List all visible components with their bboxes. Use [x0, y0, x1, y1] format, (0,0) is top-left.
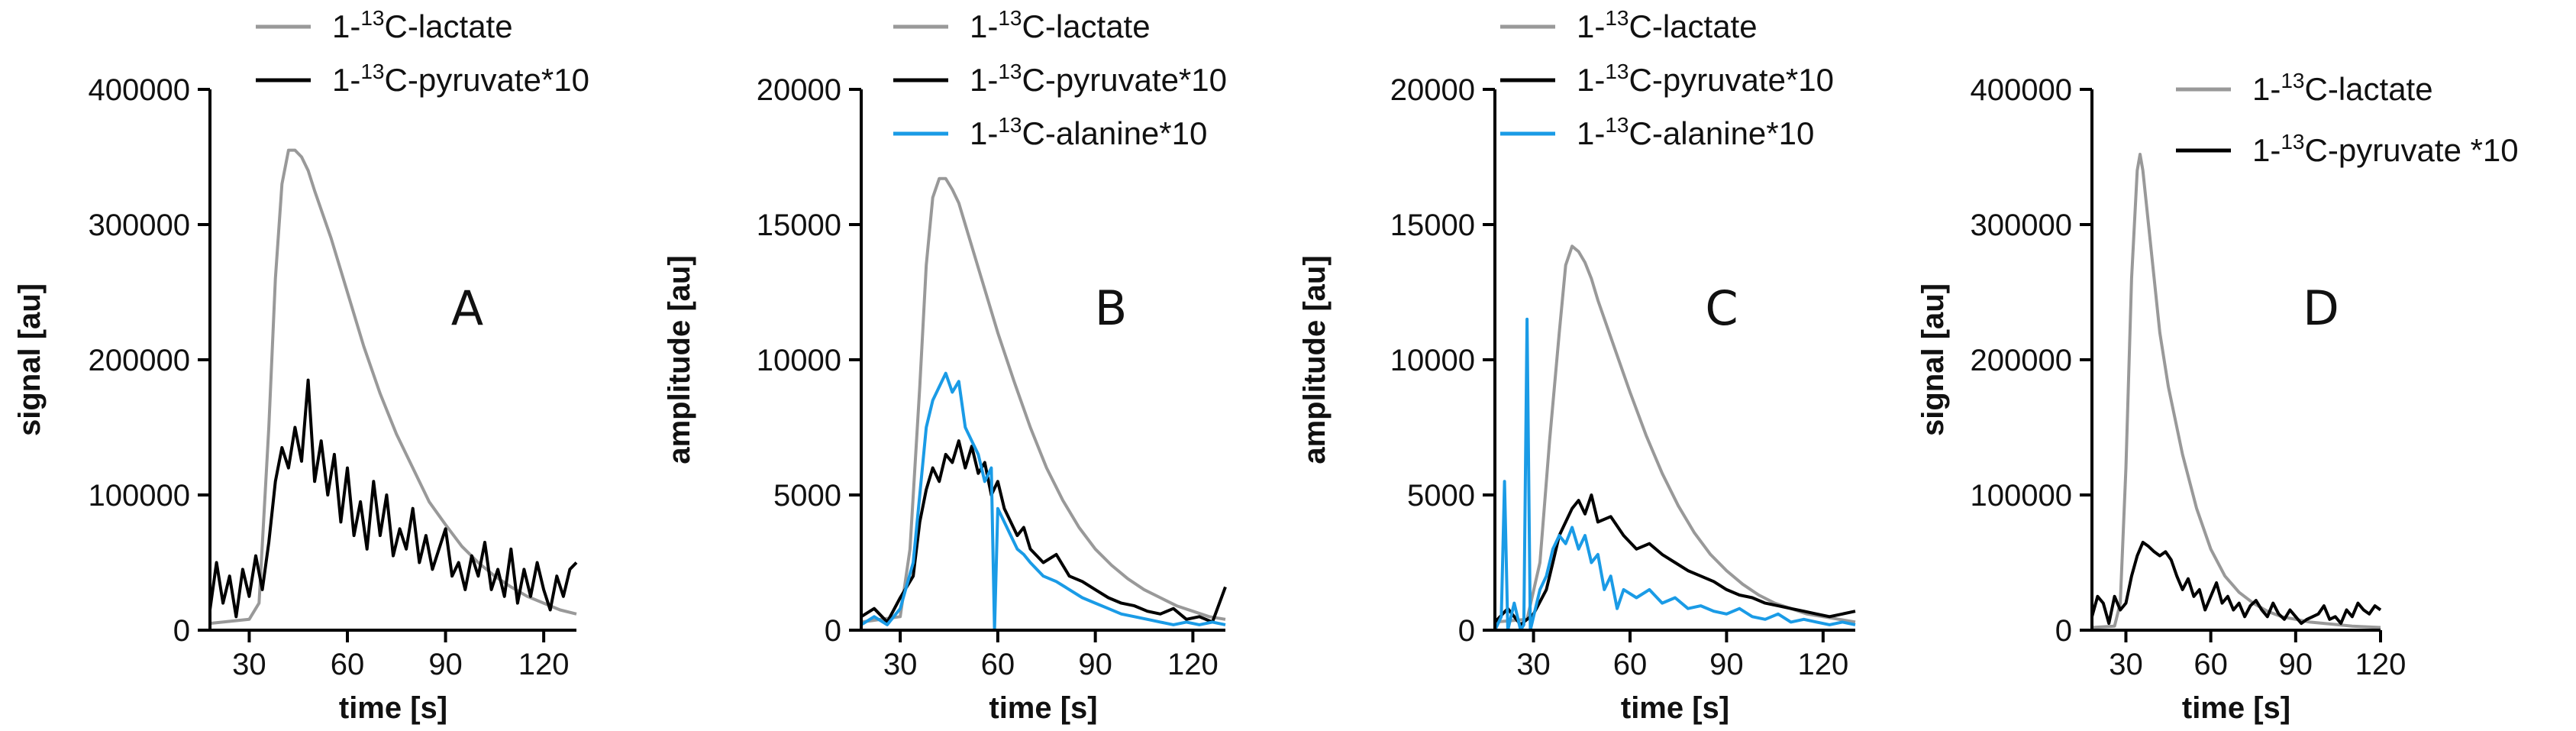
y-axis-label: amplitude [au]: [663, 255, 696, 464]
y-tick-label: 5000: [773, 479, 841, 513]
x-axis-label: time [s]: [339, 691, 447, 725]
legend-entry: 1-13C-pyruvate*10: [332, 60, 589, 98]
x-tick-label: 120: [518, 648, 570, 681]
y-tick-label: 100000: [1971, 479, 2072, 513]
x-tick-label: 30: [883, 648, 918, 681]
legend-entry: 1-13C-lactate: [970, 6, 1151, 44]
series-line-d-0: [2091, 153, 2381, 629]
x-tick-label: 120: [1797, 648, 1848, 681]
y-tick-label: 200000: [89, 344, 190, 377]
series-line-c-2: [1493, 317, 1856, 632]
panel-d: 0 100000 200000 300000 400000 30 60 90 120 time […: [1916, 69, 2519, 725]
x-tick-label: 30: [1516, 648, 1551, 681]
y-tick-label: 300000: [1971, 209, 2072, 242]
series-line-c-1: [1493, 493, 1856, 626]
y-tick-label: 10000: [757, 344, 841, 377]
legend-entry: 1-13C-lactate: [1577, 6, 1758, 44]
x-tick-label: 30: [232, 648, 266, 681]
series-line-b-1: [860, 439, 1227, 624]
x-tick-label: 120: [2355, 648, 2407, 681]
legend-entry: 1-13C-alanine*10: [970, 113, 1207, 151]
y-tick-label: 20000: [757, 73, 841, 107]
panel-c: 0 5000 10000 15000 20000 30 60 90 120 time [s] amp…: [1298, 6, 1856, 725]
legend-entry: 1-13C-pyruvate*10: [1577, 60, 1834, 98]
legend-entry: 1-13C-lactate: [2252, 69, 2433, 107]
y-tick-label: 0: [825, 614, 841, 648]
y-tick-label: 15000: [757, 209, 841, 242]
legend-entry: 1-13C-pyruvate*10: [970, 60, 1227, 98]
x-tick-label: 60: [331, 648, 365, 681]
y-tick-label: 20000: [1390, 73, 1475, 107]
legend-entry: 1-13C-lactate: [332, 6, 513, 44]
legend-entry: 1-13C-alanine*10: [1577, 113, 1814, 151]
x-tick-label: 90: [2279, 648, 2313, 681]
panel-letter: D: [2303, 280, 2339, 336]
panel-a: 0 100000 200000 300000 400000 30 60 90 120 time […: [13, 6, 589, 725]
y-tick-label: 5000: [1407, 479, 1475, 513]
x-tick-label: 60: [981, 648, 1015, 681]
y-axis-label: signal [au]: [13, 283, 47, 436]
panel-b: 0 5000 10000 15000 20000 30 60 90 120 time [s] amp…: [663, 6, 1227, 725]
y-tick-label: 0: [1458, 614, 1475, 648]
x-tick-label: 60: [1613, 648, 1648, 681]
y-tick-label: 100000: [89, 479, 190, 513]
x-tick-label: 90: [1078, 648, 1112, 681]
panel-letter: B: [1095, 280, 1128, 336]
y-tick-label: 300000: [89, 209, 190, 242]
y-axis-label: amplitude [au]: [1298, 255, 1332, 464]
series-line-a-1: [208, 378, 578, 619]
x-tick-label: 120: [1167, 648, 1219, 681]
x-tick-label: 90: [1709, 648, 1744, 681]
y-tick-label: 200000: [1971, 344, 2072, 377]
y-tick-label: 400000: [1971, 73, 2072, 107]
y-tick-label: 0: [173, 614, 190, 648]
panel-letter: A: [451, 280, 483, 336]
legend-entry: 1-13C-pyruvate *10: [2252, 130, 2519, 168]
y-tick-label: 0: [2055, 614, 2072, 648]
y-tick-label: 15000: [1390, 209, 1475, 242]
y-tick-label: 400000: [89, 73, 190, 107]
x-tick-label: 90: [428, 648, 463, 681]
series-line-b-2: [860, 371, 1226, 632]
y-axis-label: signal [au]: [1916, 283, 1950, 436]
x-tick-label: 30: [2109, 648, 2143, 681]
panel-letter: C: [1705, 280, 1738, 336]
y-tick-label: 10000: [1390, 344, 1475, 377]
x-axis-label: time [s]: [989, 691, 1097, 725]
x-axis-label: time [s]: [2182, 691, 2290, 725]
series-line-d-1: [2090, 541, 2382, 626]
x-tick-label: 60: [2193, 648, 2228, 681]
x-axis-label: time [s]: [1621, 691, 1729, 725]
series-line-b-0: [860, 176, 1226, 624]
